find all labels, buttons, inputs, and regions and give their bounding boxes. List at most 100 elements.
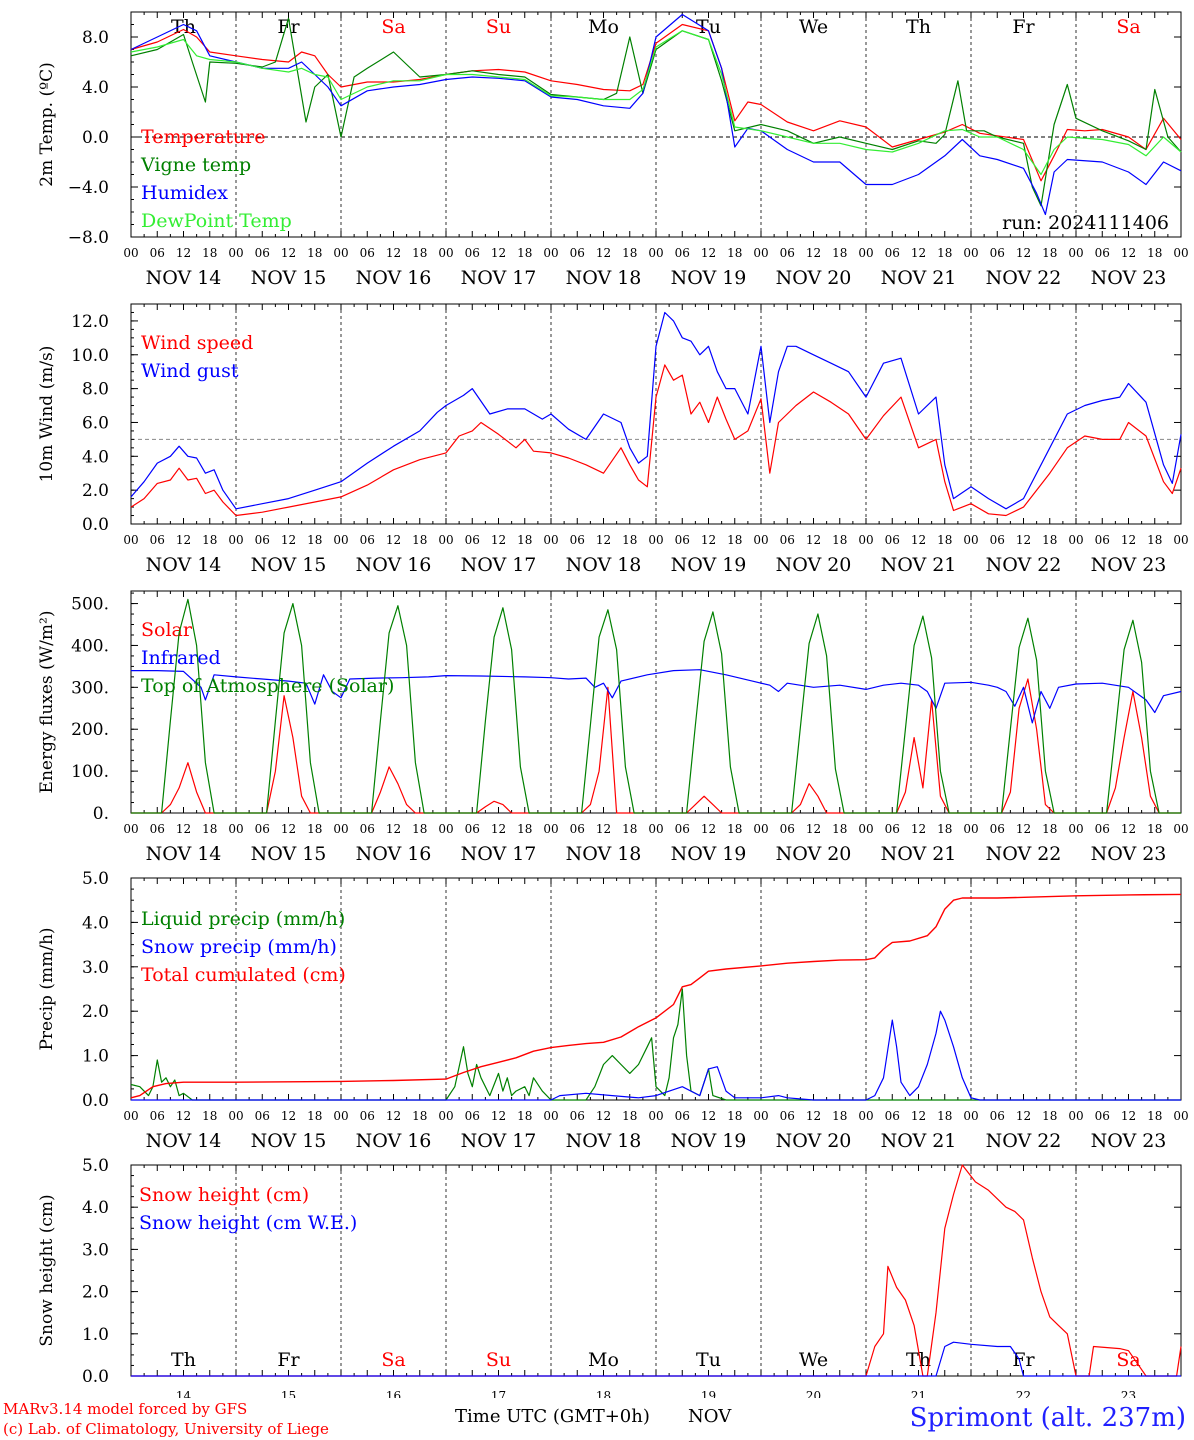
date-label: NOV 19 [671, 554, 747, 576]
date-label: NOV 19 [671, 267, 747, 289]
day-number-label: 15 [281, 1389, 296, 1398]
y-axis-title: Precip (mm/h) [37, 927, 57, 1050]
hour-label: 00 [228, 533, 243, 547]
series-line-top-of-atmosphere-solar [131, 598, 1181, 814]
y-tick-label: 3.0 [82, 1240, 109, 1260]
hour-label: 12 [176, 1109, 191, 1123]
hour-label: 12 [491, 533, 506, 547]
hour-label: 18 [202, 533, 217, 547]
hour-label: 18 [727, 533, 742, 547]
hour-label: 00 [123, 246, 138, 260]
hour-label: 18 [202, 246, 217, 260]
weekday-label: Fr [1012, 1349, 1035, 1371]
hour-label: 12 [806, 1109, 821, 1123]
hour-label: 12 [281, 1109, 296, 1123]
hour-label: 12 [1121, 246, 1136, 260]
meteogram-svg: −8.0 −4.0 0.0 4.0 8.0 2m Temp. (ºC) 00 06 12 18 00… [37, 11, 1189, 1403]
hour-label: 00 [753, 246, 768, 260]
hour-label: 06 [465, 246, 480, 260]
hour-label: 00 [1173, 246, 1188, 260]
date-label: NOV 15 [251, 1130, 327, 1152]
hour-label: 06 [465, 533, 480, 547]
date-label: NOV 21 [881, 1130, 957, 1152]
hour-label: 12 [281, 533, 296, 547]
y-axis-title: Snow height (cm) [37, 1194, 57, 1346]
meteogram: −8.0 −4.0 0.0 4.0 8.0 2m Temp. (ºC) 00 06 12 18 00… [37, 11, 1189, 1403]
series-line-humidex [130, 13, 1182, 216]
hour-label: 00 [438, 533, 453, 547]
hour-label: 18 [832, 1109, 847, 1123]
y-axis-title: 2m Temp. (ºC) [37, 62, 57, 187]
weekday-label: Th [906, 1349, 931, 1371]
weekday-label: Sa [1116, 16, 1140, 38]
hour-label: 18 [1042, 246, 1057, 260]
hour-label: 06 [885, 1109, 900, 1123]
model-credit: MARv3.14 model forced by GFS [3, 1400, 248, 1418]
hour-label: 12 [1121, 1109, 1136, 1123]
hour-label: 18 [937, 1109, 952, 1123]
hour-label: 00 [123, 822, 138, 836]
hour-label: 12 [1121, 822, 1136, 836]
legend-entry: Total cumulated (cm) [141, 964, 346, 986]
hour-label: 18 [517, 822, 532, 836]
series-line-wind-gust [130, 311, 1182, 510]
hour-label: 12 [386, 533, 401, 547]
hour-label: 00 [648, 246, 663, 260]
hour-label: 00 [228, 1109, 243, 1123]
hour-label: 00 [228, 822, 243, 836]
hour-label: 00 [1173, 533, 1188, 547]
x-axis-month: NOV [688, 1406, 732, 1427]
hour-label: 00 [753, 822, 768, 836]
weekday-label: Fr [1012, 16, 1035, 38]
date-label: NOV 23 [1091, 1130, 1167, 1152]
hour-label: 06 [885, 246, 900, 260]
y-tick-label: 1.0 [82, 1325, 109, 1345]
hour-label: 12 [596, 1109, 611, 1123]
date-label: NOV 22 [986, 843, 1062, 865]
hour-label: 06 [570, 822, 585, 836]
legend-entry: Snow precip (mm/h) [141, 936, 337, 958]
weekday-label: Tu [696, 1349, 721, 1371]
hour-label: 18 [202, 822, 217, 836]
weekday-label: We [799, 1349, 828, 1371]
hour-label: 00 [648, 533, 663, 547]
y-tick-label: 4.0 [82, 1198, 109, 1218]
date-label: NOV 16 [356, 1130, 432, 1152]
y-axis-title: Energy fluxes (W/m²) [37, 611, 57, 794]
legend-entry: Humidex [141, 182, 228, 204]
hour-label: 00 [648, 822, 663, 836]
day-number-label: 17 [491, 1389, 506, 1398]
hour-label: 00 [333, 822, 348, 836]
date-label: NOV 16 [356, 554, 432, 576]
day-number-label: 20 [806, 1389, 821, 1398]
hour-label: 06 [780, 533, 795, 547]
y-tick-label: 0.0 [82, 1091, 109, 1111]
hour-label: 06 [255, 246, 270, 260]
date-label: NOV 14 [146, 554, 222, 576]
hour-label: 18 [1042, 1109, 1057, 1123]
hour-label: 18 [1147, 1109, 1162, 1123]
weekday-label: Fr [277, 16, 300, 38]
legend-entry: Solar [141, 619, 193, 641]
y-tick-label: 4.0 [82, 78, 109, 98]
hour-label: 18 [517, 533, 532, 547]
hour-label: 12 [386, 822, 401, 836]
date-label: NOV 23 [1091, 554, 1167, 576]
hour-label: 06 [675, 822, 690, 836]
weekday-label: Mo [588, 1349, 619, 1371]
date-label: NOV 14 [146, 1130, 222, 1152]
run-label: run: 2024111406 [1002, 212, 1169, 234]
day-number-label: 19 [701, 1389, 716, 1398]
hour-label: 06 [990, 246, 1005, 260]
legend-entry: Temperature [141, 126, 265, 148]
legend-entry: Infrared [141, 647, 221, 669]
hour-label: 00 [123, 533, 138, 547]
hour-label: 18 [517, 246, 532, 260]
hour-label: 12 [596, 822, 611, 836]
series-line-snow-precip-mm-h [131, 1010, 1181, 1101]
hour-label: 12 [701, 1109, 716, 1123]
series-line-liquid-precip-mm-h [130, 988, 1181, 1101]
hour-label: 00 [543, 246, 558, 260]
hour-label: 18 [622, 533, 637, 547]
y-tick-label: 3.0 [82, 958, 109, 978]
